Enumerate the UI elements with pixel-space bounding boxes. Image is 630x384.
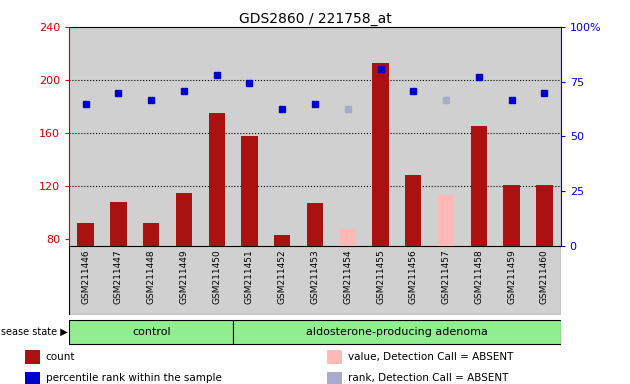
Bar (462, 27, 495, 246)
Bar (528, 27, 561, 246)
Bar (200, 27, 233, 246)
Bar (364, 27, 397, 246)
Text: GSM211458: GSM211458 (474, 249, 483, 304)
Title: GDS2860 / 221758_at: GDS2860 / 221758_at (239, 12, 391, 26)
Bar (331, 27, 364, 246)
Bar (77, 223, 94, 246)
Text: GSM211455: GSM211455 (376, 249, 385, 304)
Bar (168, 27, 200, 246)
Bar (528, 246, 561, 315)
Bar (372, 63, 389, 246)
Bar (25, 372, 40, 384)
Bar (536, 185, 553, 246)
Bar (274, 235, 290, 246)
Bar (430, 246, 462, 315)
Text: value, Detection Call = ABSENT: value, Detection Call = ABSENT (348, 352, 513, 362)
Text: GSM211456: GSM211456 (409, 249, 418, 304)
Bar (69, 320, 233, 344)
Bar (327, 350, 342, 364)
Bar (266, 27, 299, 246)
Text: GSM211450: GSM211450 (212, 249, 221, 304)
Bar (495, 27, 528, 246)
Bar (176, 193, 192, 246)
Text: GSM211452: GSM211452 (278, 249, 287, 304)
Text: GSM211446: GSM211446 (81, 249, 90, 304)
Text: aldosterone-producing adenoma: aldosterone-producing adenoma (306, 327, 488, 337)
Text: GSM211453: GSM211453 (311, 249, 319, 304)
Bar (331, 246, 364, 315)
Bar (397, 27, 430, 246)
Bar (143, 223, 159, 246)
Bar (503, 185, 520, 246)
Bar (462, 246, 495, 315)
Bar (102, 27, 135, 246)
Bar (135, 246, 168, 315)
Bar (69, 246, 102, 315)
Bar (266, 246, 299, 315)
Bar (495, 246, 528, 315)
Bar (405, 175, 421, 246)
Bar (110, 202, 127, 246)
Bar (200, 246, 233, 315)
Text: disease state ▶: disease state ▶ (0, 327, 68, 337)
Bar (69, 27, 102, 246)
Bar (364, 246, 397, 315)
Bar (233, 246, 266, 315)
Text: GSM211447: GSM211447 (114, 249, 123, 304)
Text: GSM211459: GSM211459 (507, 249, 516, 304)
Bar (233, 27, 266, 246)
Bar (102, 246, 135, 315)
Text: GSM211457: GSM211457 (442, 249, 450, 304)
Bar (438, 195, 454, 246)
Bar (209, 113, 225, 246)
Bar (340, 228, 356, 246)
Text: GSM211448: GSM211448 (147, 249, 156, 304)
Bar (233, 320, 561, 344)
Text: count: count (46, 352, 76, 362)
Bar (241, 136, 258, 246)
Text: GSM211454: GSM211454 (343, 249, 352, 304)
Text: rank, Detection Call = ABSENT: rank, Detection Call = ABSENT (348, 373, 508, 383)
Bar (307, 203, 323, 246)
Bar (430, 27, 462, 246)
Text: GSM211451: GSM211451 (245, 249, 254, 304)
Text: control: control (132, 327, 171, 337)
Bar (299, 246, 331, 315)
Bar (135, 27, 168, 246)
Bar (397, 246, 430, 315)
Bar (471, 126, 487, 246)
Bar (168, 246, 200, 315)
Text: GSM211460: GSM211460 (540, 249, 549, 304)
Bar (25, 350, 40, 364)
Bar (327, 372, 342, 384)
Text: percentile rank within the sample: percentile rank within the sample (46, 373, 222, 383)
Bar (299, 27, 331, 246)
Text: GSM211449: GSM211449 (180, 249, 188, 304)
